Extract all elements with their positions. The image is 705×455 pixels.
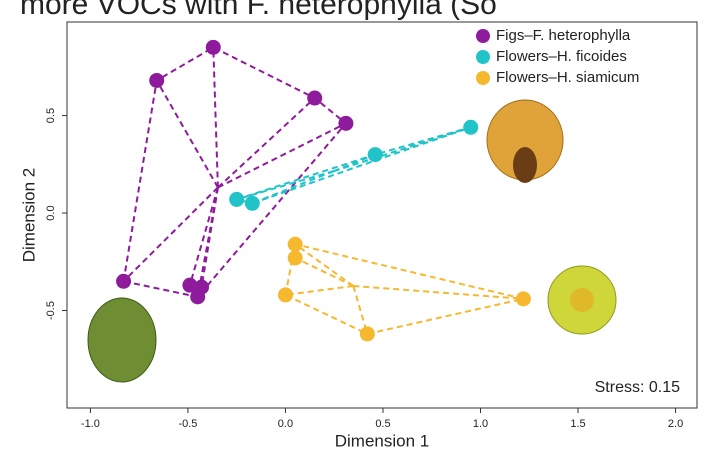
legend-marker [476,29,490,43]
spider-line [252,171,333,203]
y-tick-label: -0.5 [45,301,57,320]
chart: more VOCs with F. heterophylla (So Dimen… [0,0,705,455]
x-tick-label: -1.0 [81,418,100,430]
point [116,274,131,289]
siamicum-fig-base [513,147,537,183]
point [190,289,205,304]
point [206,40,221,55]
point [338,116,353,131]
y-tick-label: 0.0 [45,205,57,220]
point [307,91,322,106]
spider-line [218,98,315,187]
y-axis-title: Dimension 2 [19,168,38,263]
x-tick-label: 1.5 [570,418,585,430]
spider-line [353,286,523,299]
point [368,147,383,162]
point [229,192,244,207]
fig-image [88,298,156,382]
legend-marker [476,71,490,85]
spider-line [237,171,334,199]
legend-label: Figs–F. heterophylla [496,27,631,44]
point [360,326,375,341]
point [288,250,303,265]
x-axis-title: Dimension 1 [335,431,430,450]
spider-line [285,286,353,295]
x-tick-label: 0.0 [278,418,293,430]
x-tick-label: 0.5 [375,418,390,430]
point [278,287,293,302]
legend-label: Flowers–H. siamicum [496,69,639,86]
spider-line [157,80,218,187]
flower-center [570,288,594,312]
point [245,196,260,211]
x-tick-label: 1.0 [473,418,488,430]
fruit-images [88,100,616,382]
x-tick-label: 2.0 [668,418,683,430]
header-text: more VOCs with F. heterophylla (So [20,0,497,21]
point [149,73,164,88]
point [516,291,531,306]
spider-line [295,258,353,286]
x-tick-label: -0.5 [178,418,197,430]
point [288,237,303,252]
stress-annotation: Stress: 0.15 [595,379,680,396]
point [463,120,478,135]
legend-label: Flowers–H. ficoides [496,48,627,65]
spider-line [213,47,218,187]
legend-marker [476,50,490,64]
spider-line [334,127,471,171]
spider-line [218,123,346,187]
y-tick-label: 0.5 [45,108,57,123]
